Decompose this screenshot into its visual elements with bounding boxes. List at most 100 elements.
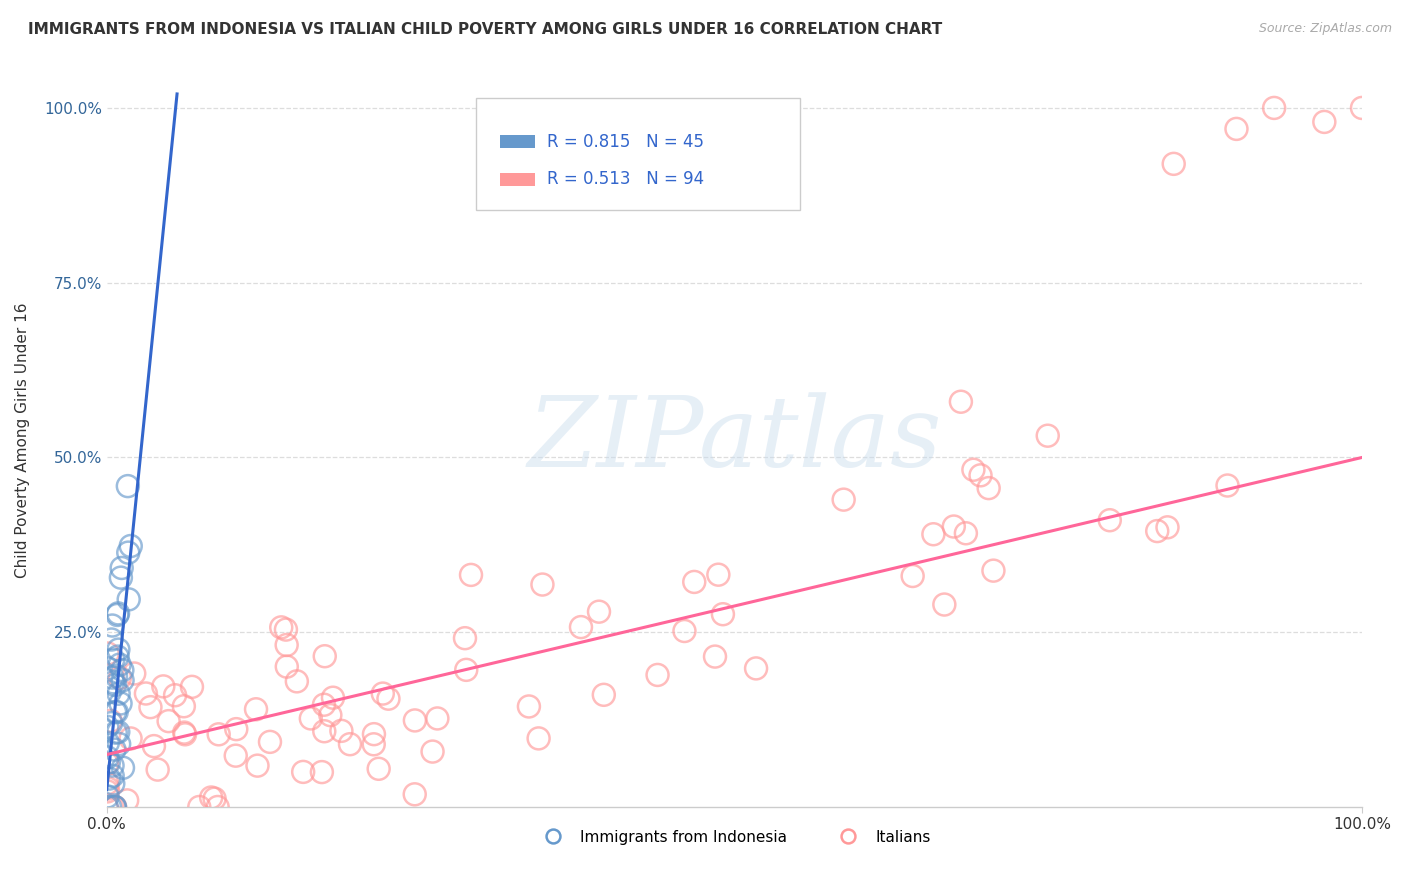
Point bbox=[245, 702, 267, 716]
Point bbox=[96, 750, 118, 764]
Point bbox=[110, 697, 132, 711]
Text: ZIPatlas: ZIPatlas bbox=[527, 392, 942, 488]
Point bbox=[745, 661, 768, 675]
Point bbox=[104, 678, 127, 692]
Point bbox=[103, 776, 125, 790]
Point bbox=[949, 394, 972, 409]
Point bbox=[1313, 115, 1336, 129]
Point bbox=[942, 519, 965, 533]
Point bbox=[104, 669, 127, 683]
Point bbox=[104, 800, 127, 814]
Point bbox=[208, 727, 231, 741]
Point bbox=[103, 675, 125, 690]
Point bbox=[363, 737, 385, 751]
Point bbox=[527, 731, 550, 746]
Point bbox=[922, 527, 945, 541]
Point bbox=[107, 725, 129, 739]
Point bbox=[100, 714, 122, 728]
Point bbox=[404, 787, 426, 801]
Legend: Immigrants from Indonesia, Italians: Immigrants from Indonesia, Italians bbox=[531, 823, 938, 851]
Point bbox=[108, 657, 131, 672]
Point bbox=[104, 725, 127, 739]
Point bbox=[97, 736, 120, 750]
Point bbox=[111, 561, 134, 575]
Point bbox=[977, 481, 1000, 495]
Point bbox=[111, 673, 134, 688]
Point bbox=[98, 800, 121, 814]
Point bbox=[647, 668, 669, 682]
Point bbox=[101, 769, 124, 783]
Point bbox=[165, 688, 187, 702]
Point bbox=[673, 624, 696, 638]
Point bbox=[292, 764, 315, 779]
Point bbox=[1036, 428, 1059, 442]
Point bbox=[454, 631, 477, 645]
Point bbox=[225, 748, 247, 763]
Point bbox=[330, 723, 353, 738]
Point bbox=[100, 632, 122, 647]
Point bbox=[363, 727, 385, 741]
Point bbox=[422, 745, 444, 759]
Point bbox=[98, 772, 121, 786]
Point bbox=[969, 468, 991, 483]
Point bbox=[367, 762, 389, 776]
Point bbox=[225, 722, 247, 736]
Point bbox=[1146, 524, 1168, 538]
Point bbox=[1098, 513, 1121, 527]
Point bbox=[101, 671, 124, 685]
Point bbox=[531, 577, 554, 591]
Point bbox=[117, 479, 139, 493]
Point bbox=[276, 638, 298, 652]
Point bbox=[152, 679, 174, 693]
Point bbox=[456, 663, 478, 677]
Point bbox=[246, 758, 269, 772]
Point bbox=[103, 742, 125, 756]
Point bbox=[117, 546, 139, 560]
Point bbox=[1216, 478, 1239, 492]
Point bbox=[105, 705, 128, 719]
Point bbox=[285, 674, 308, 689]
Point bbox=[97, 789, 120, 804]
Point bbox=[901, 569, 924, 583]
Point bbox=[96, 756, 118, 771]
Point bbox=[311, 765, 333, 780]
Point bbox=[711, 607, 734, 622]
Point bbox=[1225, 122, 1247, 136]
Y-axis label: Child Poverty Among Girls Under 16: Child Poverty Among Girls Under 16 bbox=[15, 302, 30, 578]
Point bbox=[832, 492, 855, 507]
Point bbox=[274, 623, 297, 637]
Point bbox=[104, 800, 127, 814]
Text: Source: ZipAtlas.com: Source: ZipAtlas.com bbox=[1258, 22, 1392, 36]
Point bbox=[174, 727, 197, 741]
Point bbox=[107, 642, 129, 657]
Point bbox=[588, 605, 610, 619]
Point bbox=[1351, 101, 1374, 115]
Point bbox=[101, 618, 124, 632]
Point bbox=[96, 784, 118, 798]
Point bbox=[111, 663, 134, 677]
Point bbox=[207, 800, 229, 814]
Text: IMMIGRANTS FROM INDONESIA VS ITALIAN CHILD POVERTY AMONG GIRLS UNDER 16 CORRELAT: IMMIGRANTS FROM INDONESIA VS ITALIAN CHI… bbox=[28, 22, 942, 37]
Point bbox=[157, 714, 180, 728]
Point bbox=[377, 691, 399, 706]
Point bbox=[188, 800, 211, 814]
Point bbox=[139, 700, 162, 714]
Point bbox=[135, 686, 157, 700]
Point bbox=[107, 607, 129, 621]
Point bbox=[371, 687, 394, 701]
Point bbox=[962, 463, 984, 477]
Point bbox=[110, 571, 132, 585]
Point bbox=[104, 705, 127, 719]
Point bbox=[104, 800, 127, 814]
Point bbox=[97, 661, 120, 675]
Point bbox=[118, 592, 141, 607]
Text: R = 0.815   N = 45: R = 0.815 N = 45 bbox=[547, 133, 703, 151]
Point bbox=[276, 659, 298, 673]
Point bbox=[101, 800, 124, 814]
Point bbox=[955, 526, 977, 541]
Point bbox=[426, 711, 449, 725]
Point bbox=[107, 649, 129, 664]
Point bbox=[120, 539, 142, 553]
Point bbox=[1163, 157, 1185, 171]
Point bbox=[105, 607, 128, 622]
